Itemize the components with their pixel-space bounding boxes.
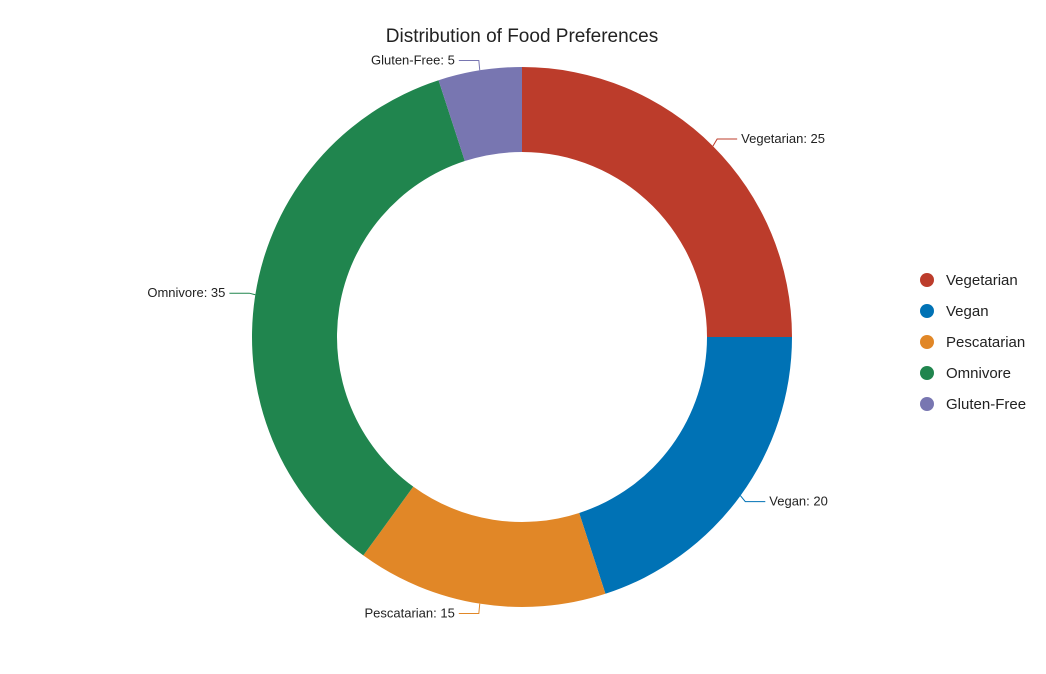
data-label-pescatarian: Pescatarian: 15 [364,606,454,621]
leader-line-pescatarian [458,603,481,615]
legend-swatch-vegan [920,304,934,318]
legend-item-vegan[interactable]: Vegan [920,303,989,320]
legend: Vegetarian Vegan Pescatarian Omnivore Gluten… [920,272,1026,413]
legend-label-pescatarian: Pescatarian [946,334,1025,351]
data-label-gluten-free: Gluten-Free: 5 [371,52,455,67]
data-label-omnivore: Omnivore: 35 [147,285,225,300]
data-labels-layer: Vegetarian: 25 Vegan: 20 Pescatarian: 15 Om… [147,52,828,620]
legend-swatch-vegetarian [920,273,934,287]
legend-item-omnivore[interactable]: Omnivore [920,365,1011,382]
legend-swatch-omnivore [920,366,934,380]
leader-line-omnivore [229,292,256,296]
data-label-vegetarian: Vegetarian: 25 [741,131,825,146]
legend-label-gluten-free: Gluten-Free [946,396,1026,413]
legend-label-omnivore: Omnivore [946,365,1011,382]
legend-item-vegetarian[interactable]: Vegetarian [920,272,1018,289]
slice-omnivore[interactable] [251,80,465,556]
chart-title: Distribution of Food Preferences [386,26,658,47]
leader-line-vegan [740,495,766,503]
slice-vegan[interactable] [579,337,792,594]
leader-lines-layer [229,59,766,615]
legend-swatch-pescatarian [920,335,934,349]
legend-item-gluten-free[interactable]: Gluten-Free [920,396,1026,413]
slice-gluten-free[interactable] [438,67,522,162]
slice-vegetarian[interactable] [522,67,792,337]
legend-swatch-gluten-free [920,397,934,411]
leader-line-gluten-free [458,59,481,71]
slices-layer [251,67,792,607]
leader-line-vegetarian [712,138,738,147]
legend-label-vegan: Vegan [946,303,989,320]
data-label-vegan: Vegan: 20 [769,494,828,509]
legend-label-vegetarian: Vegetarian [946,272,1018,289]
slice-pescatarian[interactable] [363,486,606,607]
legend-item-pescatarian[interactable]: Pescatarian [920,334,1025,351]
